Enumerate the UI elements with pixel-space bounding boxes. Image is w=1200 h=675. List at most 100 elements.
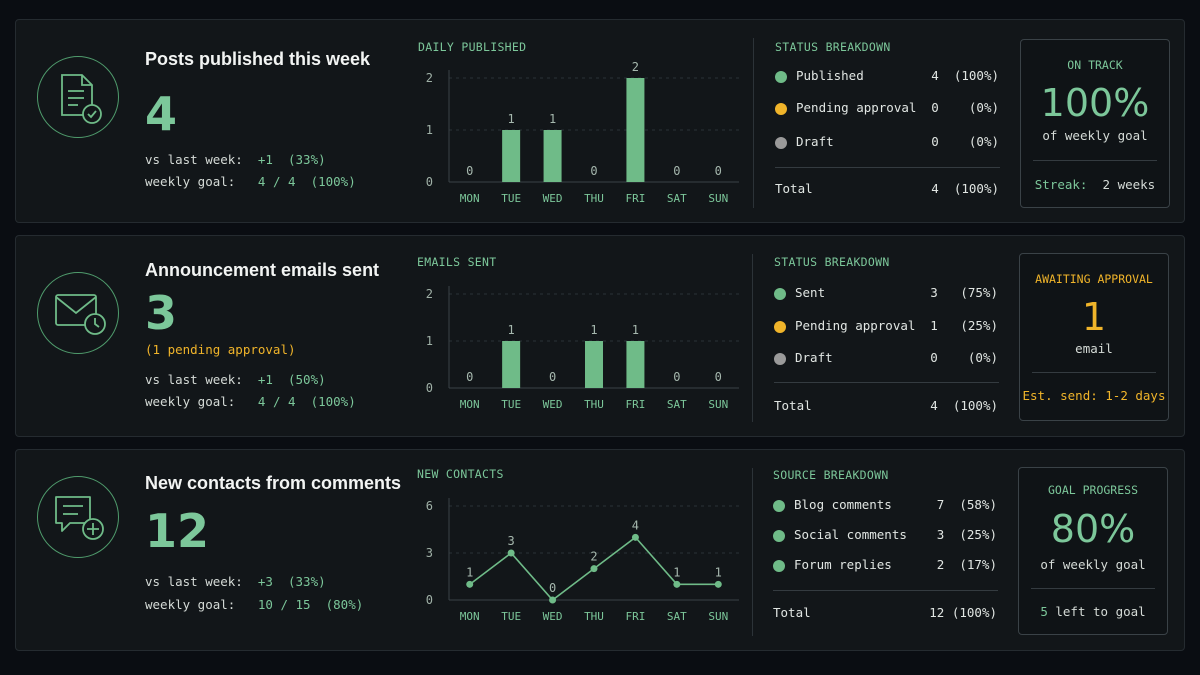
breakdown-row-social: Social comments 3 (25%) xyxy=(773,527,997,545)
status-value: 100% xyxy=(1040,81,1150,125)
status-sub: email xyxy=(1075,341,1113,356)
status-divider xyxy=(1031,588,1155,589)
x-tick-label: SUN xyxy=(708,610,728,623)
data-point xyxy=(549,596,557,604)
x-tick-label: FRI xyxy=(625,192,645,205)
x-tick-label: SAT xyxy=(667,398,687,411)
status-value: 80% xyxy=(1050,507,1136,551)
card-value: 3 xyxy=(145,286,178,340)
y-tick-label: 1 xyxy=(426,334,433,348)
status-value: 1 xyxy=(1081,295,1107,339)
data-point xyxy=(466,580,474,588)
x-tick-label: FRI xyxy=(625,398,645,411)
card-value: 12 xyxy=(145,504,210,558)
weekly-goal: weekly goal: 4 / 4 (100%) xyxy=(145,174,356,189)
document-check-icon xyxy=(37,56,119,138)
chart-new-contacts: 0 3 6 MON TUE WED THU FRI SAT SUN 1 3 0 2 4 1 1 xyxy=(426,498,739,623)
chart-emails-sent: 0 1 2 0 MON 1 TUE 0 WED 1 THU 1 FRI 0 SAT 0 SUN xyxy=(426,286,739,411)
status-foot: Est. send: 1-2 days xyxy=(1022,388,1166,403)
status-divider xyxy=(1033,160,1157,161)
status-dot xyxy=(775,137,787,149)
card-title: Posts published this week xyxy=(145,49,371,69)
bar xyxy=(502,130,521,182)
data-label: 0 xyxy=(715,370,722,384)
status-foot: 5 left to goal xyxy=(1040,604,1146,619)
status-label: ON TRACK xyxy=(1067,58,1123,72)
x-tick-label: WED xyxy=(543,398,563,411)
data-label: 0 xyxy=(549,370,556,384)
breakdown-total: Total 12 (100%) xyxy=(773,605,997,620)
breakdown-title: SOURCE BREAKDOWN xyxy=(773,468,889,482)
status-dot xyxy=(775,71,787,83)
breakdown-row-sent: Sent 3 (75%) xyxy=(774,285,998,303)
y-tick-label: 0 xyxy=(426,381,433,395)
x-tick-label: TUE xyxy=(501,192,521,205)
bar xyxy=(585,341,603,388)
breakdown-divider xyxy=(774,382,999,383)
breakdown-row-pending: Pending approval 0 (0%) xyxy=(775,100,999,118)
status-dot xyxy=(774,321,786,333)
chart-title: NEW CONTACTS xyxy=(417,467,504,481)
status-box-awaiting-approval: AWAITING APPROVAL 1 email Est. send: 1-2… xyxy=(1019,253,1169,421)
y-tick-label: 0 xyxy=(426,175,433,189)
status-label: AWAITING APPROVAL xyxy=(1035,272,1153,286)
vs-last-week: vs last week: +1 (33%) xyxy=(145,152,326,167)
chat-plus-icon xyxy=(37,476,119,558)
breakdown-row-blog: Blog comments 7 (58%) xyxy=(773,497,997,515)
status-dot xyxy=(773,530,785,542)
breakdown-total: Total 4 (100%) xyxy=(774,398,998,413)
data-point xyxy=(673,580,681,588)
data-point xyxy=(507,549,515,557)
x-tick-label: SAT xyxy=(667,610,687,623)
data-point xyxy=(590,565,598,573)
x-tick-label: TUE xyxy=(501,398,521,411)
card-posts-published: Posts published this week 4 vs last week… xyxy=(15,19,1185,223)
status-dot xyxy=(773,560,785,572)
x-tick-label: MON xyxy=(460,192,480,205)
breakdown-row-pending: Pending approval 1 (25%) xyxy=(774,318,998,336)
data-label: 0 xyxy=(715,164,722,178)
x-tick-label: FRI xyxy=(625,610,645,623)
data-label: 0 xyxy=(549,581,556,595)
x-tick-label: TUE xyxy=(501,610,521,623)
y-tick-label: 2 xyxy=(426,71,433,85)
data-label: 0 xyxy=(466,164,473,178)
vs-last-week: vs last week: +1 (50%) xyxy=(145,372,326,387)
data-label: 1 xyxy=(715,565,722,579)
status-box-goal-progress: GOAL PROGRESS 80% of weekly goal 5 left … xyxy=(1018,467,1168,635)
vs-last-week: vs last week: +3 (33%) xyxy=(145,574,326,589)
data-label: 1 xyxy=(549,112,556,126)
breakdown-title: STATUS BREAKDOWN xyxy=(774,255,890,269)
card-title: New contacts from comments xyxy=(145,473,402,493)
data-label: 1 xyxy=(508,112,515,126)
data-label: 0 xyxy=(590,164,597,178)
weekly-goal: weekly goal: 10 / 15 (80%) xyxy=(145,597,364,612)
breakdown-row-draft: Draft 0 (0%) xyxy=(774,350,998,368)
status-foot: Streak: 2 weeks xyxy=(1034,177,1156,192)
x-tick-label: SAT xyxy=(667,192,687,205)
divider xyxy=(753,38,754,208)
divider xyxy=(752,254,753,422)
card-announcement-emails: Announcement emails sent 3 (1 pending ap… xyxy=(15,235,1185,437)
data-label: 1 xyxy=(508,323,515,337)
card-new-contacts: New contacts from comments 12 vs last we… xyxy=(15,449,1185,651)
data-label: 4 xyxy=(632,518,639,532)
y-tick-label: 2 xyxy=(426,287,433,301)
data-label: 2 xyxy=(590,550,597,564)
breakdown-row-published: Published 4 (100%) xyxy=(775,68,999,86)
card-title: Announcement emails sent xyxy=(145,260,380,280)
x-tick-label: THU xyxy=(584,610,604,623)
status-box-on-track: ON TRACK 100% of weekly goal Streak: 2 w… xyxy=(1020,39,1170,208)
data-label: 1 xyxy=(632,323,639,337)
weekly-goal: weekly goal: 4 / 4 (100%) xyxy=(145,394,356,409)
data-label: 0 xyxy=(673,370,680,384)
data-point xyxy=(631,533,639,541)
x-tick-label: SUN xyxy=(708,398,728,411)
data-label: 1 xyxy=(673,565,680,579)
data-label: 1 xyxy=(590,323,597,337)
bar xyxy=(543,130,562,182)
divider xyxy=(752,468,753,636)
breakdown-divider xyxy=(773,590,998,591)
x-tick-label: THU xyxy=(584,398,604,411)
data-label: 0 xyxy=(466,370,473,384)
